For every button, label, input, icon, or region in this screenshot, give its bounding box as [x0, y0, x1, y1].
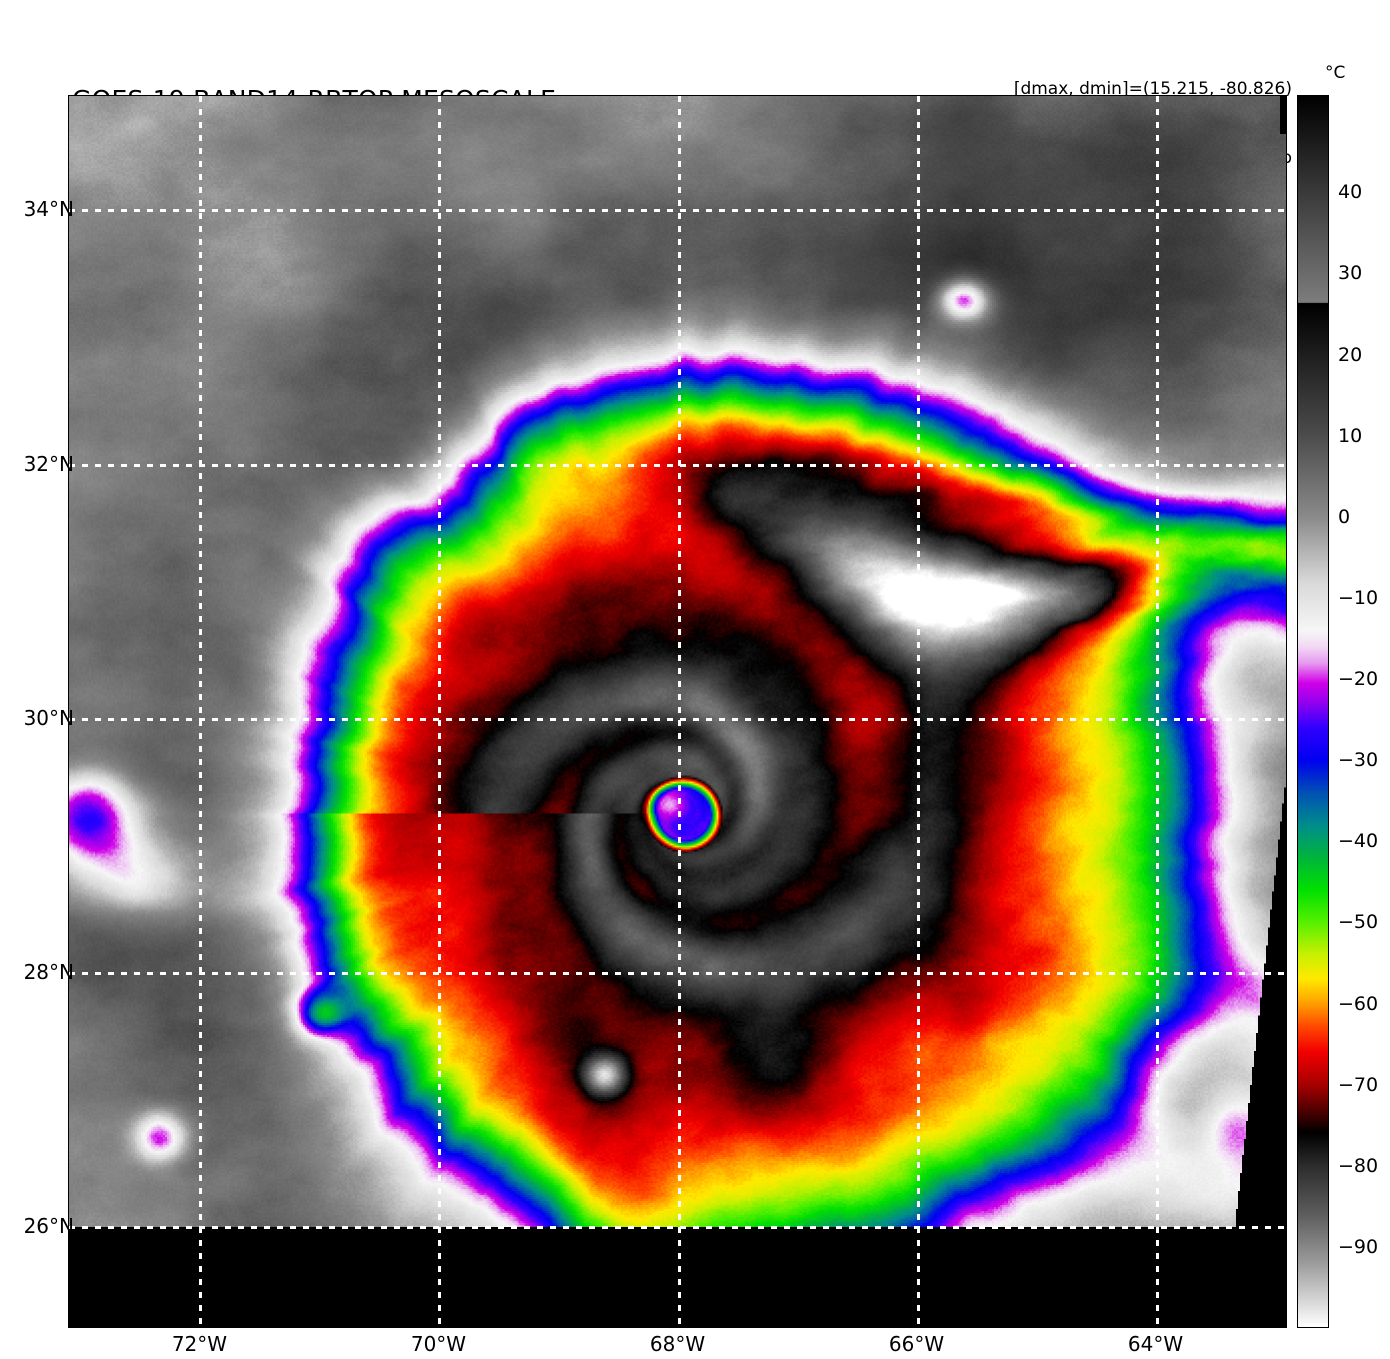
temperature-colorbar[interactable] — [1297, 95, 1329, 1328]
longitude-tick-label: 68°W — [649, 1332, 706, 1356]
satellite-raster — [69, 96, 1286, 1327]
longitude-tick-label: 72°W — [171, 1332, 228, 1356]
colorbar-tick-label: 10 — [1338, 424, 1363, 447]
satellite-imagery-layer — [69, 96, 1286, 1327]
latitude-tick-label: 34°N — [23, 197, 74, 222]
longitude-tick-label: 64°W — [1127, 1332, 1184, 1356]
colorbar-unit-label: °C — [1325, 63, 1346, 83]
latitude-tick-label: 28°N — [23, 960, 74, 985]
colorbar-tick-label: −10 — [1338, 586, 1379, 609]
colorbar-tick-label: 40 — [1338, 181, 1363, 204]
latitude-tick-label: 30°N — [23, 705, 74, 730]
latitude-tick-label: 32°N — [23, 451, 74, 476]
colorbar-gradient — [1298, 96, 1328, 1327]
dmax-dmin-label: [dmax, dmin]=(15.215, -80.826) — [1013, 79, 1292, 99]
longitude-tick-label: 70°W — [410, 1332, 467, 1356]
latitude-tick-label: 26°N — [23, 1214, 74, 1239]
colorbar-tick-label: −50 — [1338, 911, 1379, 934]
longitude-tick-label: 66°W — [888, 1332, 945, 1356]
colorbar-tick-label: −80 — [1338, 1154, 1379, 1177]
colorbar-tick-label: 0 — [1338, 505, 1351, 528]
colorbar-tick-label: −30 — [1338, 749, 1379, 772]
colorbar-tick-label: −20 — [1338, 668, 1379, 691]
colorbar-tick-label: −70 — [1338, 1073, 1379, 1096]
colorbar-tick-label: −60 — [1338, 992, 1379, 1015]
colorbar-tick-label: 30 — [1338, 262, 1363, 285]
satellite-image-plot[interactable]: Copyright © 2020-2025 Dapiya — [68, 95, 1287, 1328]
colorbar-tick-label: −90 — [1338, 1235, 1379, 1258]
colorbar-tick-label: −40 — [1338, 830, 1379, 853]
colorbar-tick-label: 20 — [1338, 343, 1363, 366]
